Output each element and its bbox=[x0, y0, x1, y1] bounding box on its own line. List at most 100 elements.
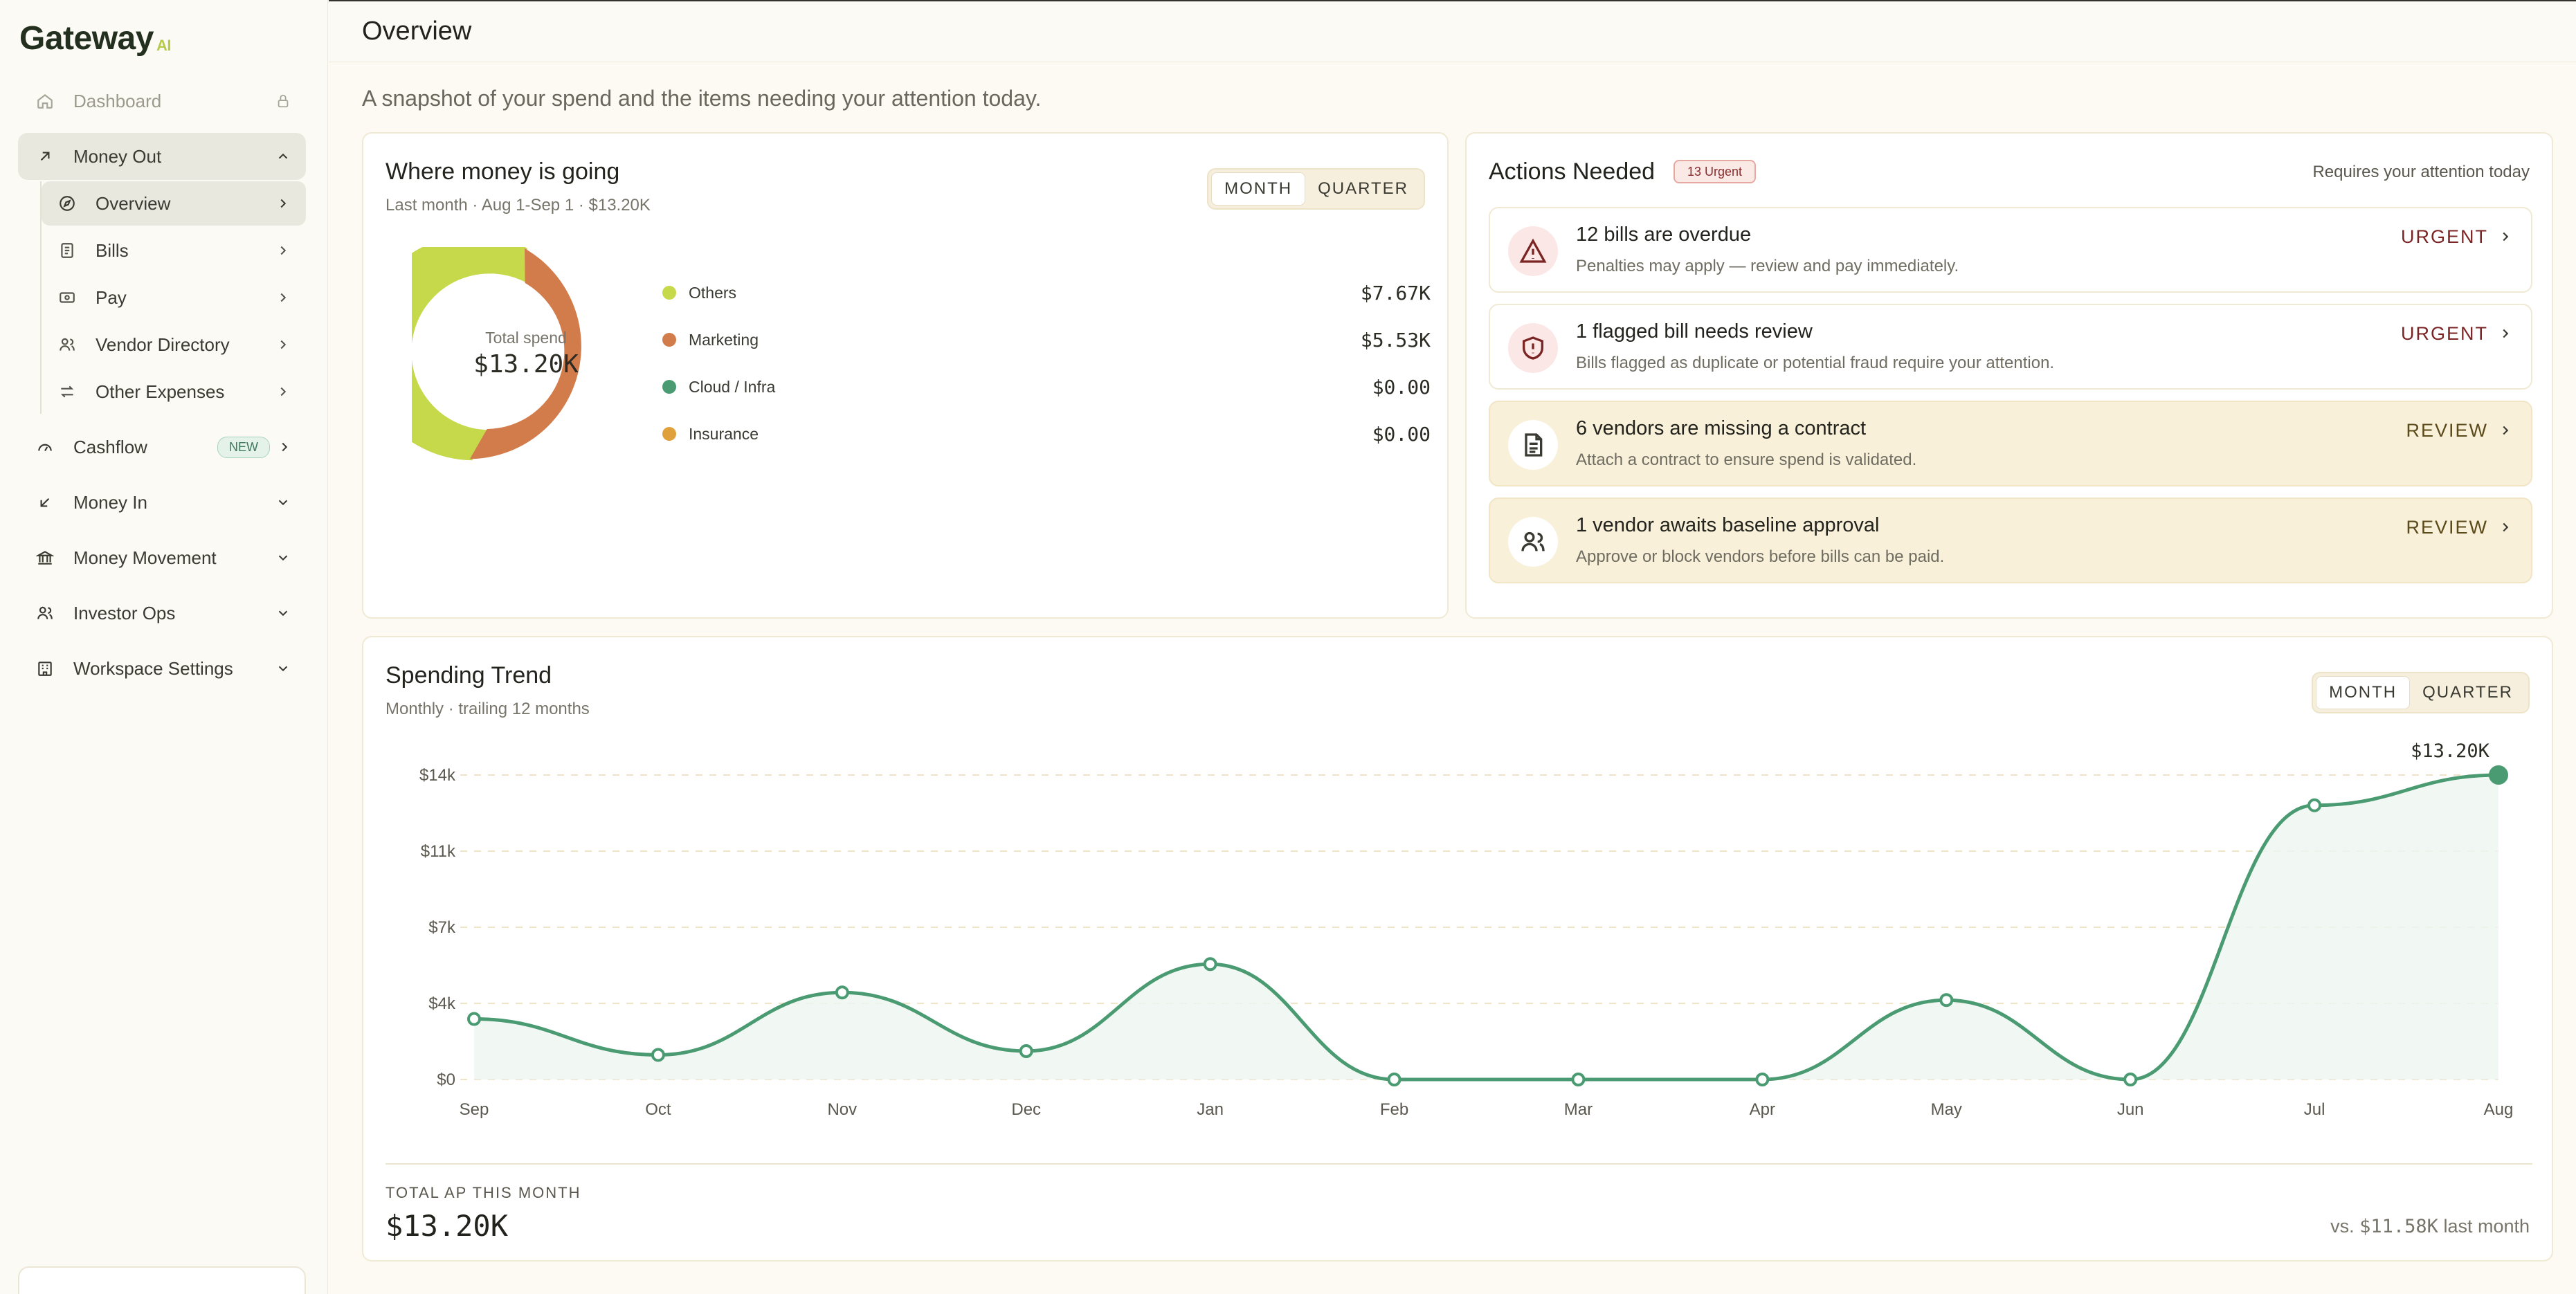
sidebar-item-money-out[interactable]: Money Out bbox=[18, 133, 306, 180]
chevron-right-icon bbox=[280, 246, 287, 255]
legend-value: $0.00 bbox=[1372, 422, 1431, 446]
data-point-jun[interactable] bbox=[2123, 1073, 2138, 1086]
action-item-missing-contracts[interactable]: 6 vendors are missing a contract Attach … bbox=[1489, 401, 2532, 486]
shield-alert-icon bbox=[1523, 336, 1543, 360]
sidebar-item-label: Money In bbox=[73, 491, 147, 513]
users-icon bbox=[1521, 531, 1545, 552]
sidebar-item-label: Overview bbox=[96, 192, 171, 214]
sidebar-subitem-pay[interactable]: Pay bbox=[42, 275, 306, 320]
donut-center-label: Total spend bbox=[485, 329, 567, 347]
divider bbox=[386, 1163, 2532, 1165]
action-item-overdue-bills[interactable]: 12 bills are overdue Penalties may apply… bbox=[1489, 207, 2532, 293]
toggle-quarter[interactable]: QUARTER bbox=[1318, 179, 1408, 198]
data-point-jul[interactable] bbox=[2307, 798, 2322, 812]
comparison-suffix: last month bbox=[2438, 1216, 2530, 1237]
spending-trend-chart: $0 $4k $7k $11k $14k Sep Oct Nov Dec Jan Feb Mar Apr… bbox=[419, 740, 2514, 1119]
sidebar-item-dashboard[interactable]: Dashboard bbox=[18, 78, 306, 125]
sidebar-subitem-other-expenses[interactable]: Other Expenses bbox=[42, 370, 306, 414]
sidebar-item-label: Money Out bbox=[73, 145, 162, 167]
chevron-right-icon bbox=[280, 387, 287, 397]
period-toggle: MONTH QUARTER bbox=[1207, 168, 1425, 210]
data-point-may[interactable] bbox=[1939, 993, 1954, 1008]
chevron-right-icon bbox=[2503, 426, 2509, 435]
spend-breakdown-card: Where money is going Last month · Aug 1-… bbox=[362, 132, 1449, 619]
submenu-guide-line bbox=[40, 181, 42, 414]
sidebar-item-label: Dashboard bbox=[73, 90, 162, 111]
action-title: 12 bills are overdue bbox=[1576, 224, 1752, 246]
top-header: Overview bbox=[329, 0, 2576, 62]
donut-center-value: $13.20K bbox=[473, 350, 579, 379]
x-tick-label: Jan bbox=[1197, 1100, 1224, 1119]
x-tick-label: Aug bbox=[2484, 1100, 2514, 1119]
chevron-down-icon bbox=[278, 666, 288, 672]
sidebar-item-label: Vendor Directory bbox=[96, 334, 230, 355]
data-point-nov[interactable] bbox=[835, 985, 849, 1000]
arrow-down-left-icon bbox=[40, 498, 50, 507]
app-logo[interactable]: Gateway AI bbox=[19, 19, 171, 57]
spend-donut-chart bbox=[412, 247, 581, 461]
legend-item[interactable]: Others $7.67K bbox=[662, 279, 1431, 307]
toggle-quarter[interactable]: QUARTER bbox=[2422, 683, 2513, 702]
x-tick-label: Jun bbox=[2117, 1100, 2144, 1119]
total-ap-label: TOTAL AP THIS MONTH bbox=[386, 1184, 581, 1201]
toggle-month[interactable]: MONTH bbox=[2316, 676, 2411, 709]
page-subtitle: A snapshot of your spend and the items n… bbox=[362, 86, 1042, 111]
data-point-dec[interactable] bbox=[1019, 1044, 1033, 1059]
sidebar-item-workspace-settings[interactable]: Workspace Settings bbox=[18, 645, 306, 692]
comparison-prefix: vs. bbox=[2330, 1216, 2360, 1237]
data-point-aug[interactable] bbox=[2489, 765, 2508, 785]
lock-icon bbox=[278, 94, 289, 108]
action-priority-tag: URGENT bbox=[2401, 226, 2488, 247]
sidebar-item-money-in[interactable]: Money In bbox=[18, 479, 306, 526]
legend-item[interactable]: Insurance $0.00 bbox=[662, 420, 1431, 448]
contract-icon bbox=[1525, 433, 1543, 457]
action-priority-tag: URGENT bbox=[2401, 323, 2488, 344]
sidebar-subitem-bills[interactable]: Bills bbox=[42, 228, 306, 273]
sidebar-item-label: Money Movement bbox=[73, 547, 217, 568]
sidebar-subitem-overview[interactable]: Overview bbox=[42, 181, 306, 226]
sidebar-item-cashflow[interactable]: Cashflow NEW bbox=[18, 423, 306, 471]
action-icon-wrap bbox=[1508, 420, 1558, 470]
action-item-baseline-approval[interactable]: 1 vendor awaits baseline approval Approv… bbox=[1489, 498, 2532, 583]
action-description: Bills flagged as duplicate or potential … bbox=[1576, 354, 2055, 372]
sidebar-item-investor-ops[interactable]: Investor Ops bbox=[18, 590, 306, 637]
swap-icon bbox=[60, 385, 74, 398]
donut-slice-others[interactable] bbox=[412, 247, 527, 461]
comparison-text: vs. $11.58K last month bbox=[2330, 1216, 2530, 1237]
spending-trend-card: Spending Trend Monthly · trailing 12 mon… bbox=[362, 636, 2553, 1261]
chevron-right-icon bbox=[282, 442, 288, 452]
x-tick-label: Sep bbox=[460, 1100, 489, 1119]
donut-slice-marketing[interactable] bbox=[469, 248, 581, 459]
chevron-right-icon bbox=[280, 340, 287, 349]
donut-center: Total spend $13.20K bbox=[412, 329, 640, 379]
building-icon bbox=[38, 662, 52, 676]
data-point-feb[interactable] bbox=[1387, 1073, 1402, 1086]
data-point-jan[interactable] bbox=[1203, 957, 1217, 972]
legend-item[interactable]: Marketing $5.53K bbox=[662, 326, 1431, 354]
x-tick-label: Mar bbox=[1564, 1100, 1593, 1119]
home-icon bbox=[37, 93, 53, 109]
data-point-sep[interactable] bbox=[467, 1012, 481, 1026]
cash-icon bbox=[60, 292, 75, 303]
data-point-oct[interactable] bbox=[651, 1048, 665, 1062]
comparison-value: $11.58K bbox=[2359, 1216, 2438, 1237]
sidebar-item-label: Investor Ops bbox=[73, 602, 176, 623]
legend-value: $0.00 bbox=[1372, 375, 1431, 399]
legend-item[interactable]: Cloud / Infra $0.00 bbox=[662, 373, 1431, 401]
sidebar: Gateway AI Dashboard Money Out Overview … bbox=[0, 0, 328, 1294]
data-point-apr[interactable] bbox=[1755, 1073, 1770, 1086]
sidebar-subitem-vendor-directory[interactable]: Vendor Directory bbox=[42, 322, 306, 367]
sidebar-item-money-movement[interactable]: Money Movement bbox=[18, 534, 306, 581]
actions-needed-card: Actions Needed 13 Urgent Requires your a… bbox=[1465, 132, 2553, 619]
action-title: 1 flagged bill needs review bbox=[1576, 320, 1813, 343]
sidebar-footer-card[interactable] bbox=[18, 1266, 306, 1294]
legend-swatch bbox=[662, 380, 676, 394]
sidebar-item-label: Workspace Settings bbox=[73, 657, 233, 679]
chevron-down-icon bbox=[278, 610, 288, 617]
x-tick-label: May bbox=[1931, 1100, 1962, 1119]
action-item-flagged-bill[interactable]: 1 flagged bill needs review Bills flagge… bbox=[1489, 304, 2532, 390]
chevron-right-icon bbox=[2503, 232, 2509, 242]
trend-area-fill bbox=[474, 775, 2498, 1079]
toggle-month[interactable]: MONTH bbox=[1211, 172, 1306, 206]
data-point-mar[interactable] bbox=[1571, 1073, 1586, 1086]
